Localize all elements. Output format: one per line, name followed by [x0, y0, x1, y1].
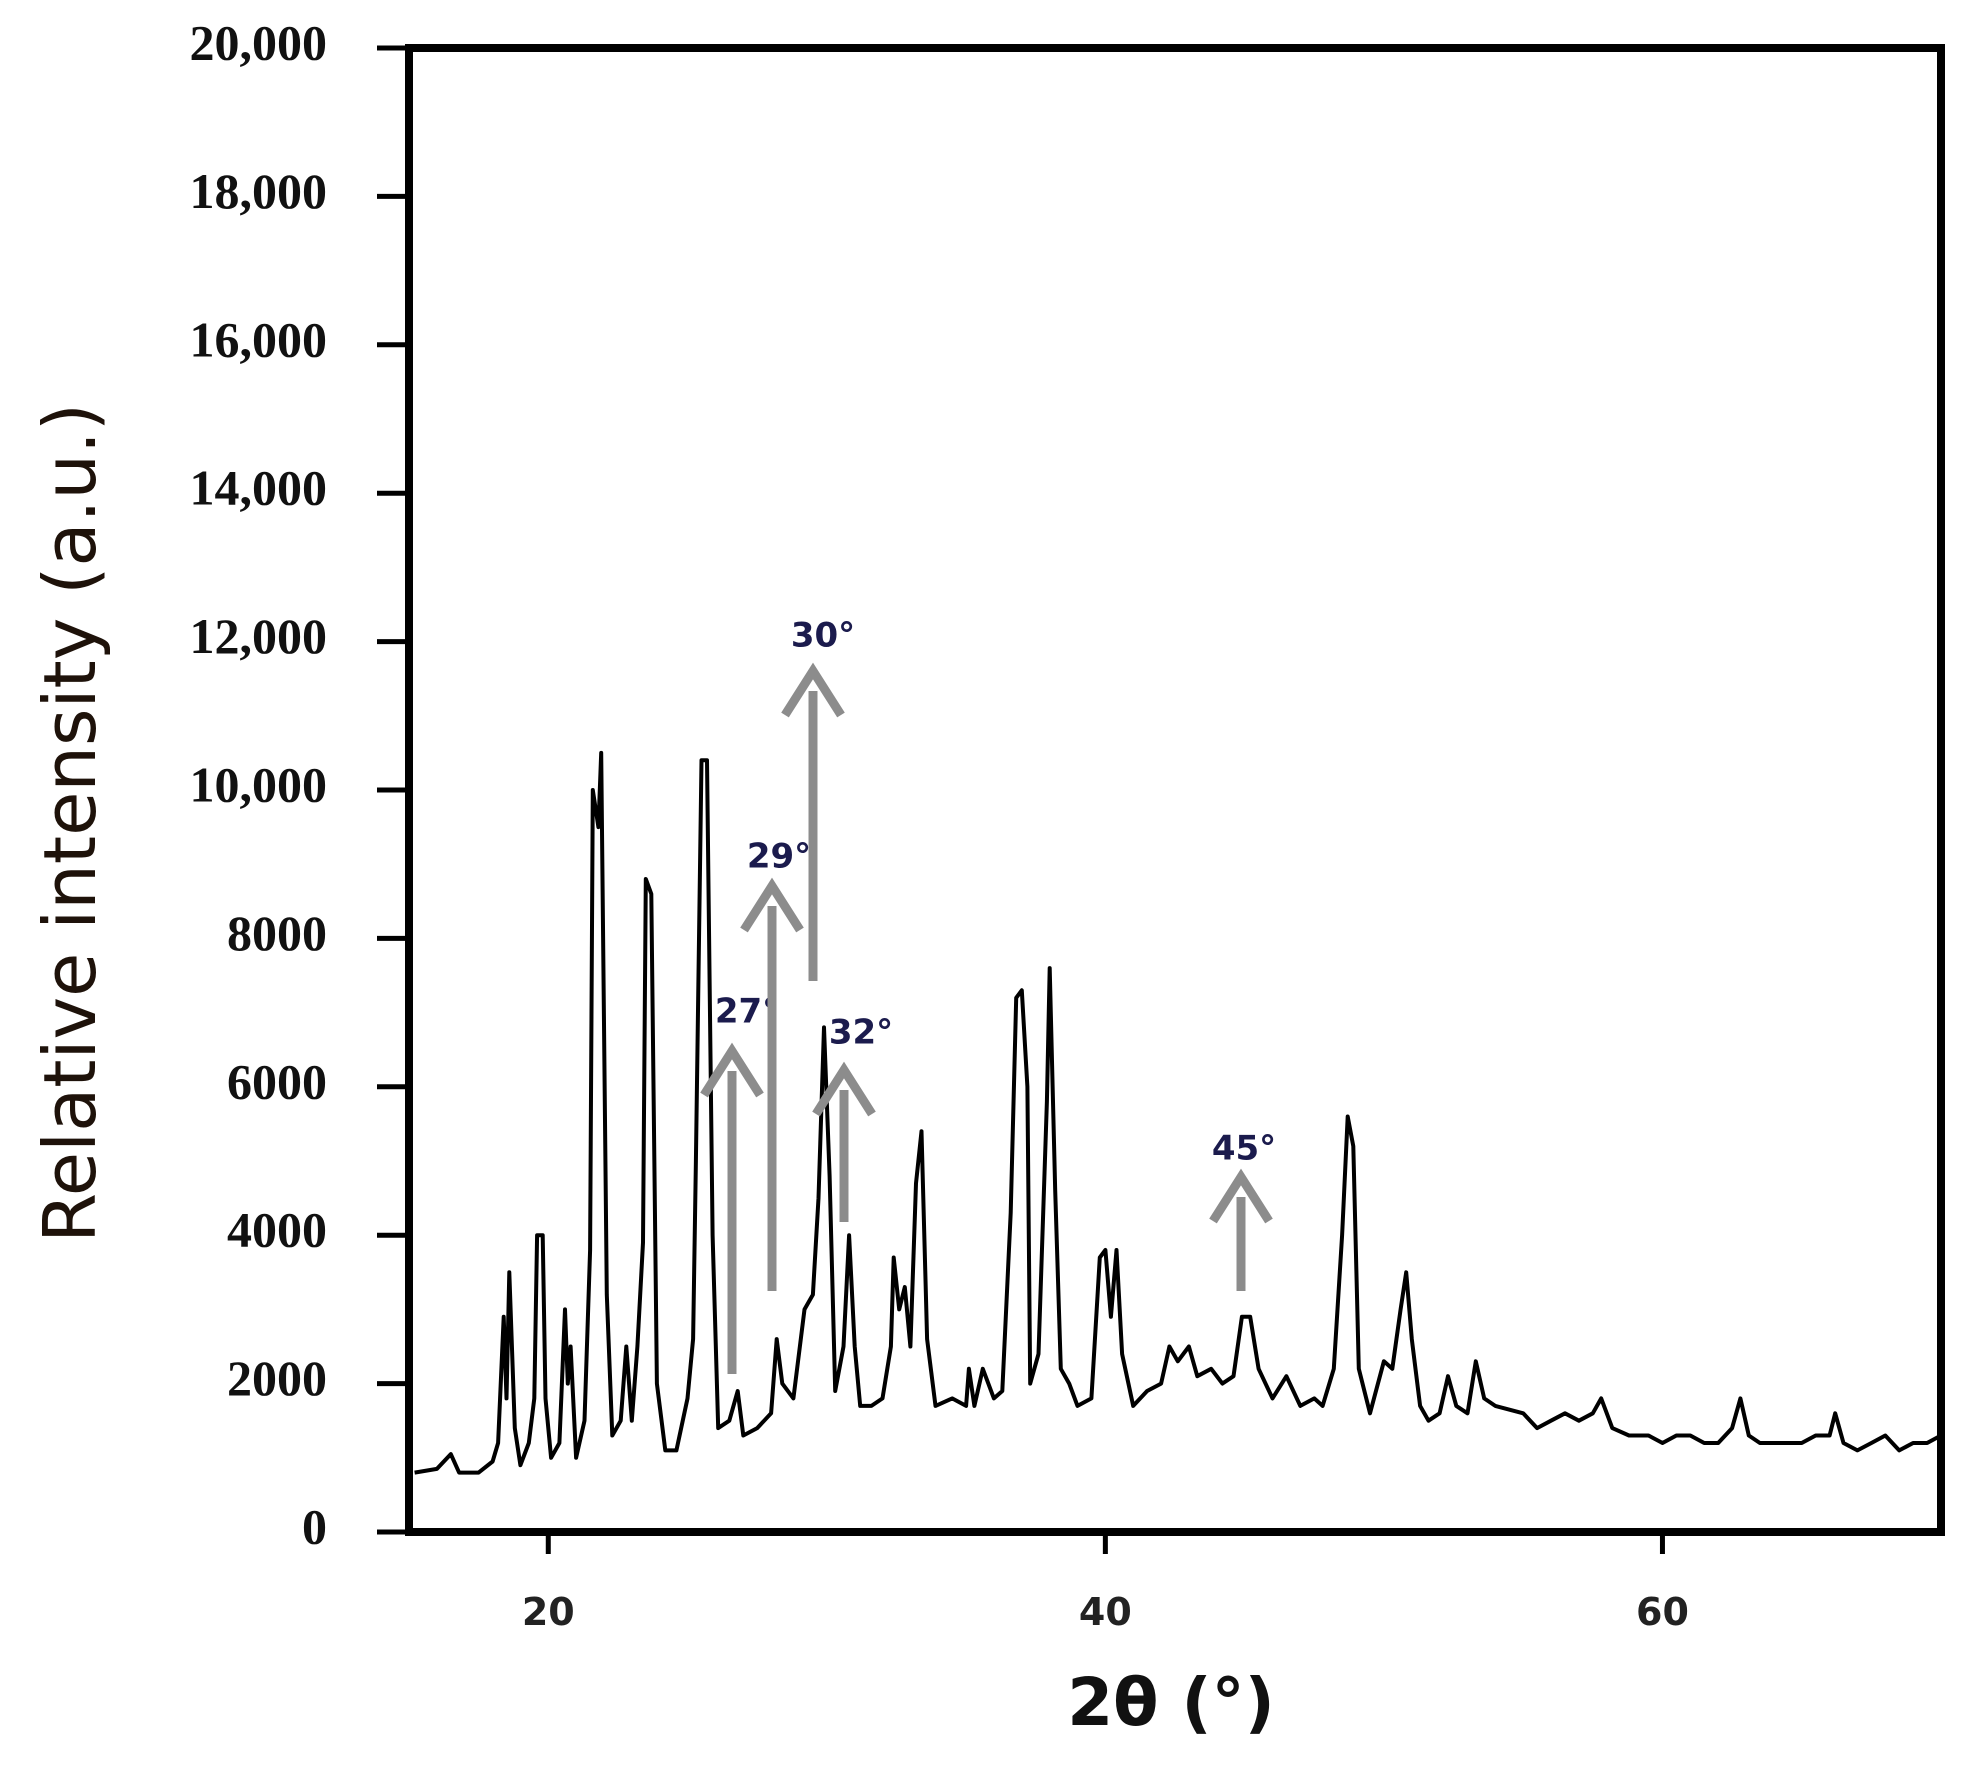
x-tick-label: 60 — [1636, 1590, 1689, 1634]
y-tick-label: 20,000 — [190, 14, 328, 70]
annotation-arrow-head — [700, 1042, 764, 1098]
y-tick-label: 18,000 — [190, 163, 328, 219]
y-tick-label: 4000 — [227, 1202, 327, 1258]
annotation-arrow-head — [812, 1061, 876, 1117]
y-tick-label: 12,000 — [190, 608, 328, 664]
annotation-arrow-head — [740, 877, 804, 933]
y-tick-label: 10,000 — [190, 756, 328, 812]
y-tick-label: 16,000 — [190, 311, 328, 367]
annotation-label: 45° — [1212, 1129, 1276, 1169]
annotation-arrow-head — [1209, 1168, 1273, 1224]
y-tick-label: 2000 — [227, 1350, 327, 1406]
y-tick-label: 14,000 — [190, 460, 328, 516]
plot-frame — [405, 44, 1945, 1536]
x-axis-title: 2θ (°) — [1067, 1664, 1275, 1741]
y-tick-label: 0 — [302, 1498, 327, 1554]
y-axis-title: Relative intensity (a.u.) — [28, 403, 112, 1243]
data-line — [414, 750, 1942, 1475]
y-tick-label: 8000 — [227, 905, 327, 961]
annotation-label: 32° — [829, 1013, 893, 1053]
annotation-label: 30° — [791, 616, 855, 656]
x-tick-label: 40 — [1079, 1590, 1132, 1634]
annotation-arrow-head — [781, 662, 845, 718]
annotation-label: 29° — [747, 837, 811, 877]
x-tick-label: 20 — [522, 1590, 575, 1634]
y-tick-label: 6000 — [227, 1053, 327, 1109]
